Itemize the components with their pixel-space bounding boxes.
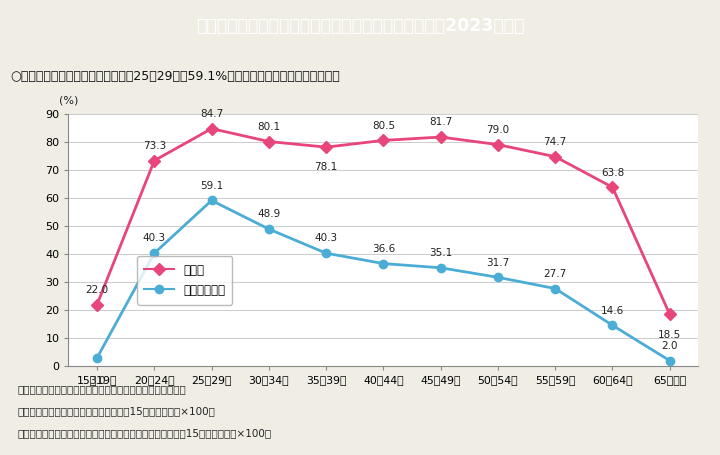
Text: 74.7: 74.7	[544, 137, 567, 147]
Text: （備考）１．総務省「労働力調査（基本集計）」より作成。: （備考）１．総務省「労働力調査（基本集計）」より作成。	[18, 384, 186, 394]
Text: 14.6: 14.6	[601, 306, 624, 316]
Text: 80.5: 80.5	[372, 121, 395, 131]
Text: 80.1: 80.1	[257, 122, 280, 132]
Text: 48.9: 48.9	[257, 209, 281, 219]
Text: 84.7: 84.7	[200, 109, 223, 119]
Text: 81.7: 81.7	[429, 117, 452, 127]
Text: 40.3: 40.3	[315, 233, 338, 243]
Text: 73.3: 73.3	[143, 141, 166, 151]
Text: 63.8: 63.8	[601, 167, 624, 177]
Legend: 就業率, 正規雇用比率: 就業率, 正規雇用比率	[138, 256, 233, 305]
Text: 78.1: 78.1	[315, 162, 338, 172]
Text: 31.7: 31.7	[486, 258, 510, 268]
Text: ２－２図　女性の年齢階級別正規雇用比率（令和５（2023）年）: ２－２図 女性の年齢階級別正規雇用比率（令和５（2023）年）	[196, 17, 524, 35]
Text: 59.1: 59.1	[200, 181, 223, 191]
Text: ２．就業率は、「就業者」／「15歳以上人口」×100。: ２．就業率は、「就業者」／「15歳以上人口」×100。	[18, 406, 216, 416]
Text: (%): (%)	[59, 96, 78, 105]
Text: 35.1: 35.1	[429, 248, 452, 258]
Text: 18.5: 18.5	[658, 329, 681, 339]
Text: 22.0: 22.0	[86, 285, 109, 295]
Text: 2.0: 2.0	[662, 341, 678, 351]
Text: ３．正規雇用比率は、「正規の職員・従業員」／「15歳以上人口」×100。: ３．正規雇用比率は、「正規の職員・従業員」／「15歳以上人口」×100。	[18, 428, 272, 438]
Text: 79.0: 79.0	[487, 125, 510, 135]
Text: ○女性の年齢階級別正規雇用比率は25～29歳の59.1%をピークに低下（Ｌ字カーブ）。: ○女性の年齢階級別正規雇用比率は25～29歳の59.1%をピークに低下（Ｌ字カー…	[11, 70, 341, 83]
Text: 40.3: 40.3	[143, 233, 166, 243]
Text: 36.6: 36.6	[372, 244, 395, 254]
Text: 27.7: 27.7	[544, 269, 567, 279]
Text: 3.0: 3.0	[89, 376, 105, 386]
